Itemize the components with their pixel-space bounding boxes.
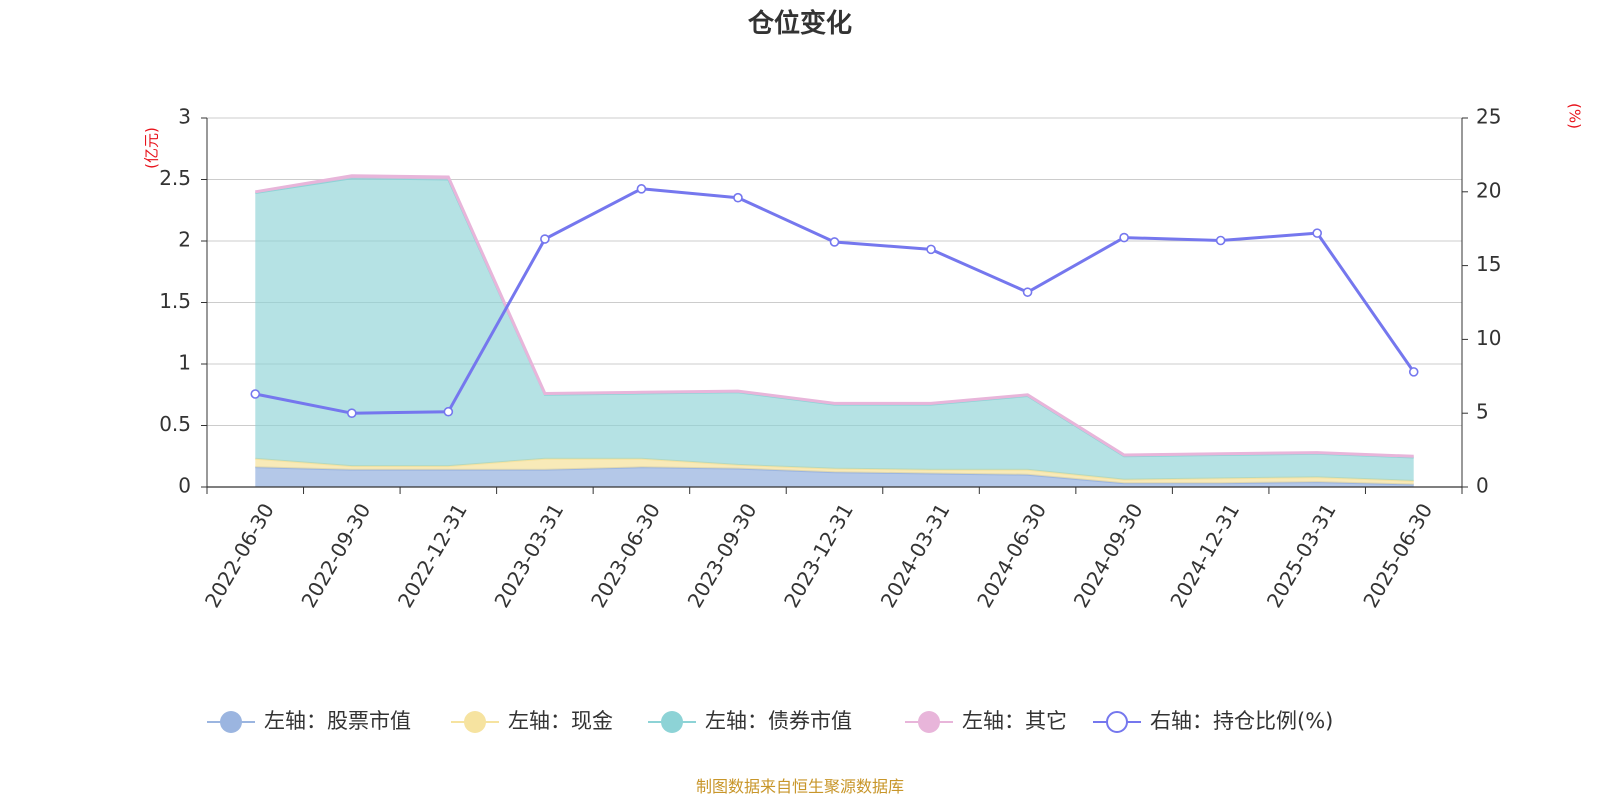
right-axis-tick-label: 10 <box>1476 326 1501 350</box>
x-axis-tick-label: 2023-12-31 <box>779 499 858 612</box>
right-axis-tick-label: 25 <box>1476 105 1501 129</box>
x-axis-tick-label: 2025-03-31 <box>1262 499 1341 612</box>
source-note: 制图数据来自恒生聚源数据库 <box>696 777 904 796</box>
right-axis-tick-label: 5 <box>1476 400 1489 424</box>
left-axis-tick-label: 3 <box>178 105 191 129</box>
legend-swatch-marker <box>220 711 242 733</box>
left-axis-tick-label: 1 <box>178 351 191 375</box>
ratio-point <box>829 237 840 247</box>
left-axis-tick-label: 0.5 <box>159 412 191 436</box>
x-axis-tick-label: 2022-12-31 <box>393 499 472 612</box>
legend-label: 左轴：债券市值 <box>705 709 852 733</box>
x-axis-tick-label: 2022-06-30 <box>200 499 279 612</box>
left-axis-tick-label: 1.5 <box>159 289 191 313</box>
right-axis-tick-label: 15 <box>1476 252 1501 276</box>
x-axis-tick-label: 2025-06-30 <box>1358 499 1437 612</box>
legend-swatch-marker <box>661 711 683 733</box>
left-axis-unit-label: (亿元) <box>143 127 161 169</box>
legend: 左轴：股票市值 左轴：现金 左轴：债券市值 左轴：其它 右轴：持仓比例(%) <box>207 709 1333 733</box>
x-axis-tick-label: 2022-09-30 <box>296 499 375 612</box>
left-axis-tick-label: 2 <box>178 228 191 252</box>
area-edge-other <box>255 174 1414 458</box>
ratio-point <box>1119 232 1129 243</box>
right-axis-tick-label: 20 <box>1476 178 1501 202</box>
right-axis-unit-label: (%) <box>1566 103 1584 129</box>
legend-swatch-marker <box>464 711 486 733</box>
ratio-point <box>443 406 454 417</box>
ratio-point <box>347 408 357 419</box>
ratio-point <box>733 192 743 203</box>
ratio-point <box>1408 367 1419 377</box>
left-axis-tick-label: 2.5 <box>159 166 191 190</box>
ratio-point <box>1022 287 1033 297</box>
legend-label: 左轴：现金 <box>508 709 613 733</box>
x-axis-tick-label: 2024-09-30 <box>1069 499 1148 612</box>
x-axis-tick-label: 2024-03-31 <box>876 499 955 612</box>
legend-swatch-marker <box>1106 711 1128 733</box>
ratio-line-series <box>250 184 1419 419</box>
area-stock <box>255 467 1414 487</box>
ratio-point <box>250 389 261 399</box>
legend-swatch-marker <box>918 711 940 733</box>
x-axis-tick-label: 2023-03-31 <box>489 499 568 612</box>
ratio-point <box>540 234 550 244</box>
x-axis-tick-label: 2023-06-30 <box>586 499 665 612</box>
ratio-point <box>926 244 936 255</box>
right-axis-tick-label: 0 <box>1476 474 1489 498</box>
ratio-point <box>1312 228 1322 238</box>
left-axis-tick-label: 0 <box>178 474 191 498</box>
x-axis-tick-label: 2024-12-31 <box>1165 499 1244 612</box>
x-axis-tick-label: 2024-06-30 <box>972 499 1051 612</box>
legend-label: 右轴：持仓比例(%) <box>1150 709 1333 733</box>
stacked-areas <box>255 174 1414 487</box>
ratio-point <box>1215 235 1226 246</box>
x-axis-tick-label: 2023-09-30 <box>683 499 762 612</box>
area-cash <box>255 458 1414 485</box>
ratio-point <box>636 184 647 194</box>
chart-title: 仓位变化 <box>747 8 852 39</box>
legend-label: 左轴：其它 <box>962 709 1067 733</box>
legend-label: 左轴：股票市值 <box>264 709 411 733</box>
area-bond <box>255 178 1414 481</box>
